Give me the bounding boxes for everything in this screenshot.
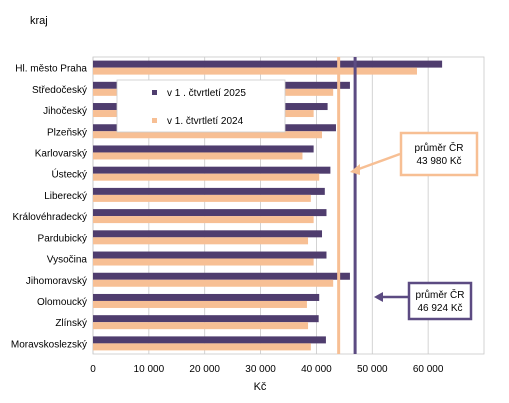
bar-2024 — [93, 216, 314, 224]
bar-2024 — [93, 194, 311, 202]
bar-2025 — [93, 60, 443, 68]
category-label: Ústecký — [51, 168, 87, 181]
bar-2024 — [93, 279, 334, 287]
bar-2024 — [93, 237, 309, 245]
y-axis-title: kraj — [30, 15, 48, 27]
callout-label: průměr ČR — [416, 288, 465, 301]
bar-2024 — [93, 343, 311, 351]
callout-average-2024: průměr ČR 43 980 Kč — [350, 131, 479, 177]
callout-value: 46 924 Kč — [417, 303, 462, 314]
bar-2025 — [93, 251, 327, 259]
category-label: Vysočina — [47, 255, 88, 266]
bar-2025 — [93, 145, 314, 153]
bar-2024 — [93, 300, 307, 308]
callout-box — [407, 281, 473, 321]
category-label: Liberecký — [44, 191, 87, 202]
bar-2025 — [93, 293, 320, 301]
bar-2025 — [93, 315, 319, 323]
bar-2025 — [93, 272, 350, 280]
legend-label-2024: v 1. čtvrtletí 2024 — [167, 116, 244, 127]
category-label: Moravskoslezský — [11, 339, 87, 350]
bar-2025 — [93, 166, 331, 174]
callout-arrow — [355, 152, 401, 172]
category-label: Jihomoravský — [26, 276, 87, 287]
bar-2025 — [93, 187, 325, 195]
bar-2025 — [93, 336, 326, 344]
bar-2025 — [93, 209, 327, 217]
callout-arrowhead — [374, 292, 383, 302]
legend-swatch-2024 — [152, 118, 157, 123]
x-axis-title: Kč — [254, 381, 267, 393]
x-tick-label: 40 000 — [301, 364, 332, 375]
category-label: Hl. město Praha — [15, 64, 87, 75]
category-label: Zlínský — [55, 318, 87, 329]
category-label: Karlovarský — [35, 148, 87, 159]
bar-2024 — [93, 67, 417, 75]
callout-value: 43 980 Kč — [416, 156, 461, 167]
x-tick-labels: 0 10 000 20 000 30 000 40 000 50 000 60 000 — [90, 364, 444, 375]
x-tick-label: 50 000 — [357, 364, 388, 375]
category-label: Středočeský — [32, 85, 87, 96]
bar-2024 — [93, 258, 314, 266]
x-tick-label: 30 000 — [245, 364, 276, 375]
callout-box — [399, 131, 479, 177]
category-labels: Hl. město Praha Středočeský Jihočeský Plzeň… — [11, 64, 88, 351]
bar-2024 — [93, 173, 320, 181]
category-label: Jihočeský — [43, 106, 87, 117]
bar-2024 — [93, 131, 323, 139]
category-label: Královéhradecký — [13, 212, 87, 223]
x-tick-label: 0 — [90, 364, 96, 375]
callout-arrowhead — [350, 164, 360, 175]
reference-lines — [337, 57, 357, 354]
x-tick-label: 20 000 — [189, 364, 220, 375]
callout-average-2025: průměr ČR 46 924 Kč — [374, 281, 473, 321]
legend: v 1 . čtvrtletí 2025 v 1. čtvrtletí 2024 — [116, 79, 286, 133]
category-label: Pardubický — [38, 233, 87, 244]
legend-box — [116, 79, 286, 133]
bar-2024 — [93, 322, 309, 330]
legend-swatch-2025 — [152, 90, 157, 95]
category-label: Olomoucký — [37, 297, 87, 308]
x-tick-label: 10 000 — [134, 364, 165, 375]
x-tick-label: 60 000 — [413, 364, 444, 375]
callout-label: průměr ČR — [415, 141, 464, 154]
bar-2024 — [93, 152, 303, 160]
legend-label-2025: v 1 . čtvrtletí 2025 — [167, 88, 246, 99]
category-label: Plzeňský — [47, 127, 87, 138]
bar-2025 — [93, 230, 323, 238]
